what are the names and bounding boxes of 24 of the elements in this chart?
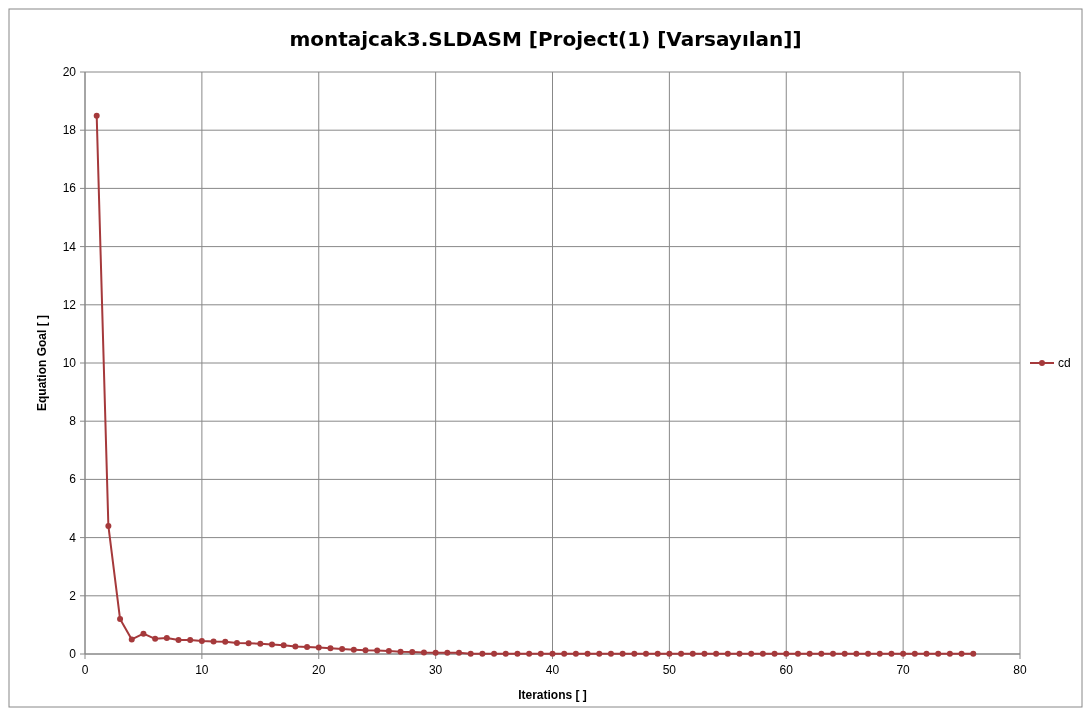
y-tick-label: 18 bbox=[62, 123, 77, 138]
y-tick-label: 16 bbox=[62, 181, 77, 196]
y-tick-label: 0 bbox=[69, 647, 77, 661]
y-tick-label: 6 bbox=[69, 472, 77, 487]
x-tick-label: 50 bbox=[662, 663, 677, 677]
y-tick-label: 2 bbox=[69, 588, 77, 603]
y-tick-label: 20 bbox=[62, 65, 77, 79]
x-tick-label: 60 bbox=[779, 663, 794, 677]
x-tick-label: 30 bbox=[428, 663, 443, 677]
x-tick-label: 0 bbox=[81, 663, 89, 677]
x-tick-label: 10 bbox=[195, 663, 209, 677]
y-axis-title: Equation Goal [ ] bbox=[35, 315, 49, 411]
y-tick-label: 4 bbox=[69, 530, 77, 545]
y-tick-label: 12 bbox=[62, 297, 77, 312]
y-tick-label: 10 bbox=[62, 356, 77, 370]
x-tick-label: 70 bbox=[896, 663, 911, 677]
legend-label: cd bbox=[1058, 356, 1071, 370]
x-tick-label: 80 bbox=[1013, 663, 1027, 677]
x-tick-label: 40 bbox=[545, 663, 560, 677]
x-axis-title: Iterations [ ] bbox=[518, 688, 587, 702]
chart-title: montajcak3.SLDASM [Project(1) [Varsayılan]] bbox=[289, 27, 802, 51]
y-tick-label: 14 bbox=[62, 239, 77, 254]
x-tick-label: 20 bbox=[312, 663, 326, 677]
y-tick-label: 8 bbox=[69, 414, 77, 429]
